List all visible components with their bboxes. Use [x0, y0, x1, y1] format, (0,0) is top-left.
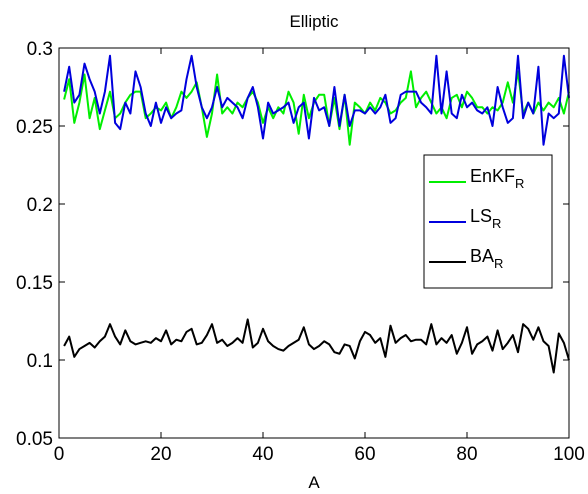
- series-line-ls: [63, 54, 570, 146]
- x-tick-label: 20: [150, 444, 171, 465]
- series-line-ba: [63, 318, 570, 374]
- x-tick-label: 60: [354, 444, 375, 465]
- x-tick-label: 40: [252, 444, 273, 465]
- chart-title: Elliptic: [289, 12, 339, 31]
- y-tick-label: 0.15: [16, 273, 53, 294]
- x-tick-label: 80: [456, 444, 477, 465]
- y-tick-label: 0.3: [27, 39, 53, 60]
- x-tick-label: 0: [54, 444, 65, 465]
- ticks-layer: 0 20 40 60 80 100 0.05 0.1 0.15 0.2 0.25 0.3: [16, 39, 585, 465]
- legend: EnKFR LSR BAR: [423, 154, 553, 289]
- x-axis-title: A: [308, 473, 320, 492]
- y-tick-label: 0.2: [27, 195, 53, 216]
- legend-label-ls: LSR: [470, 206, 501, 231]
- plot-frame: [58, 47, 570, 439]
- legend-label-enkf: EnKFR: [470, 166, 524, 191]
- y-tick-label: 0.1: [27, 351, 53, 372]
- y-tick-label: 0.25: [16, 117, 53, 138]
- x-tick-label: 100: [553, 444, 585, 465]
- series-layer: [63, 54, 570, 374]
- y-tick-label: 0.05: [16, 429, 53, 450]
- legend-label-ba: BAR: [470, 246, 503, 271]
